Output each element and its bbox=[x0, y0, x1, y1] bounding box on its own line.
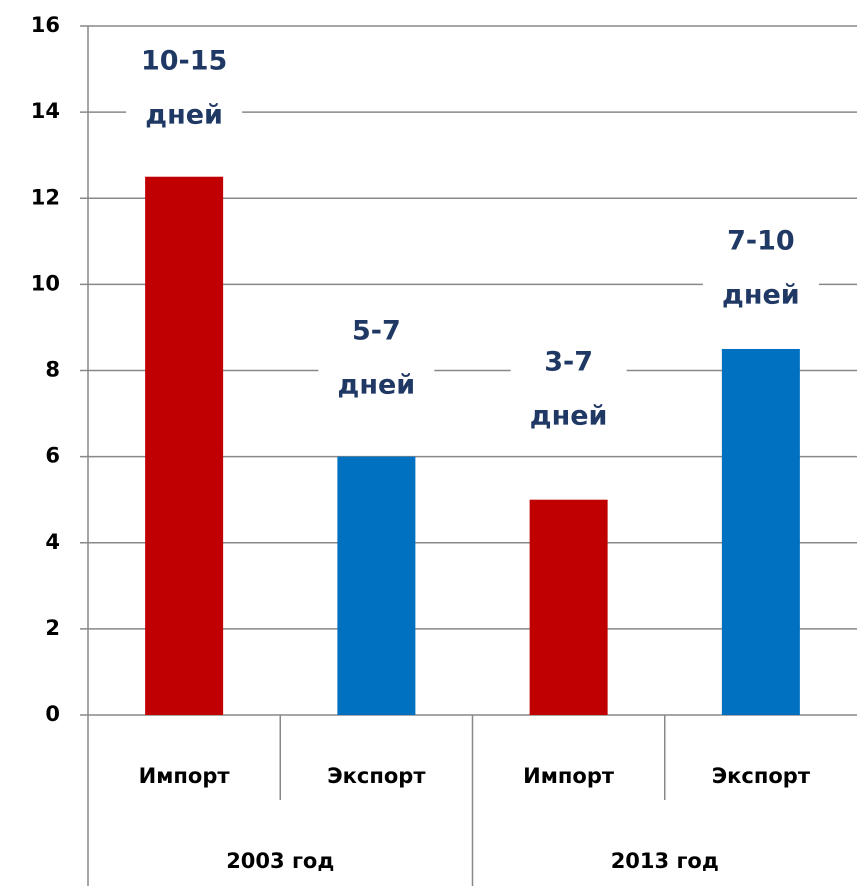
annotation: 7-10 bbox=[727, 226, 795, 257]
annotation-bg bbox=[510, 337, 627, 421]
annotation: 5-7 bbox=[352, 316, 401, 347]
annotation-bg bbox=[126, 36, 243, 120]
y-tick-label: 8 bbox=[45, 358, 60, 382]
y-tick-label: 16 bbox=[31, 13, 60, 37]
annotation-bg bbox=[318, 306, 435, 390]
annotation-bg bbox=[702, 216, 819, 300]
bar bbox=[721, 348, 800, 715]
y-tick-label: 14 bbox=[31, 99, 60, 123]
y-tick-label: 4 bbox=[45, 530, 60, 554]
y-tick-label: 12 bbox=[31, 185, 60, 209]
y-tick-label: 6 bbox=[45, 444, 60, 468]
annotation: дней bbox=[722, 280, 800, 311]
x-tick-label: Импорт bbox=[139, 764, 231, 788]
annotation: 3-7 bbox=[544, 347, 593, 378]
annotation: дней bbox=[145, 100, 223, 131]
x-tick-label: Импорт bbox=[523, 764, 615, 788]
x-tick-label: Экспорт bbox=[327, 764, 426, 788]
annotation: дней bbox=[530, 401, 608, 432]
group-label: 2013 год bbox=[611, 849, 719, 873]
annotation: 10-15 bbox=[141, 46, 227, 77]
bar bbox=[529, 499, 608, 715]
bar bbox=[337, 456, 416, 715]
x-tick-label: Экспорт bbox=[712, 764, 811, 788]
group-label: 2003 год bbox=[226, 849, 334, 873]
y-tick-label: 2 bbox=[45, 616, 60, 640]
y-tick-label: 10 bbox=[31, 271, 60, 295]
y-tick-label: 0 bbox=[45, 702, 60, 726]
annotation: дней bbox=[338, 370, 416, 401]
bar bbox=[145, 176, 224, 715]
